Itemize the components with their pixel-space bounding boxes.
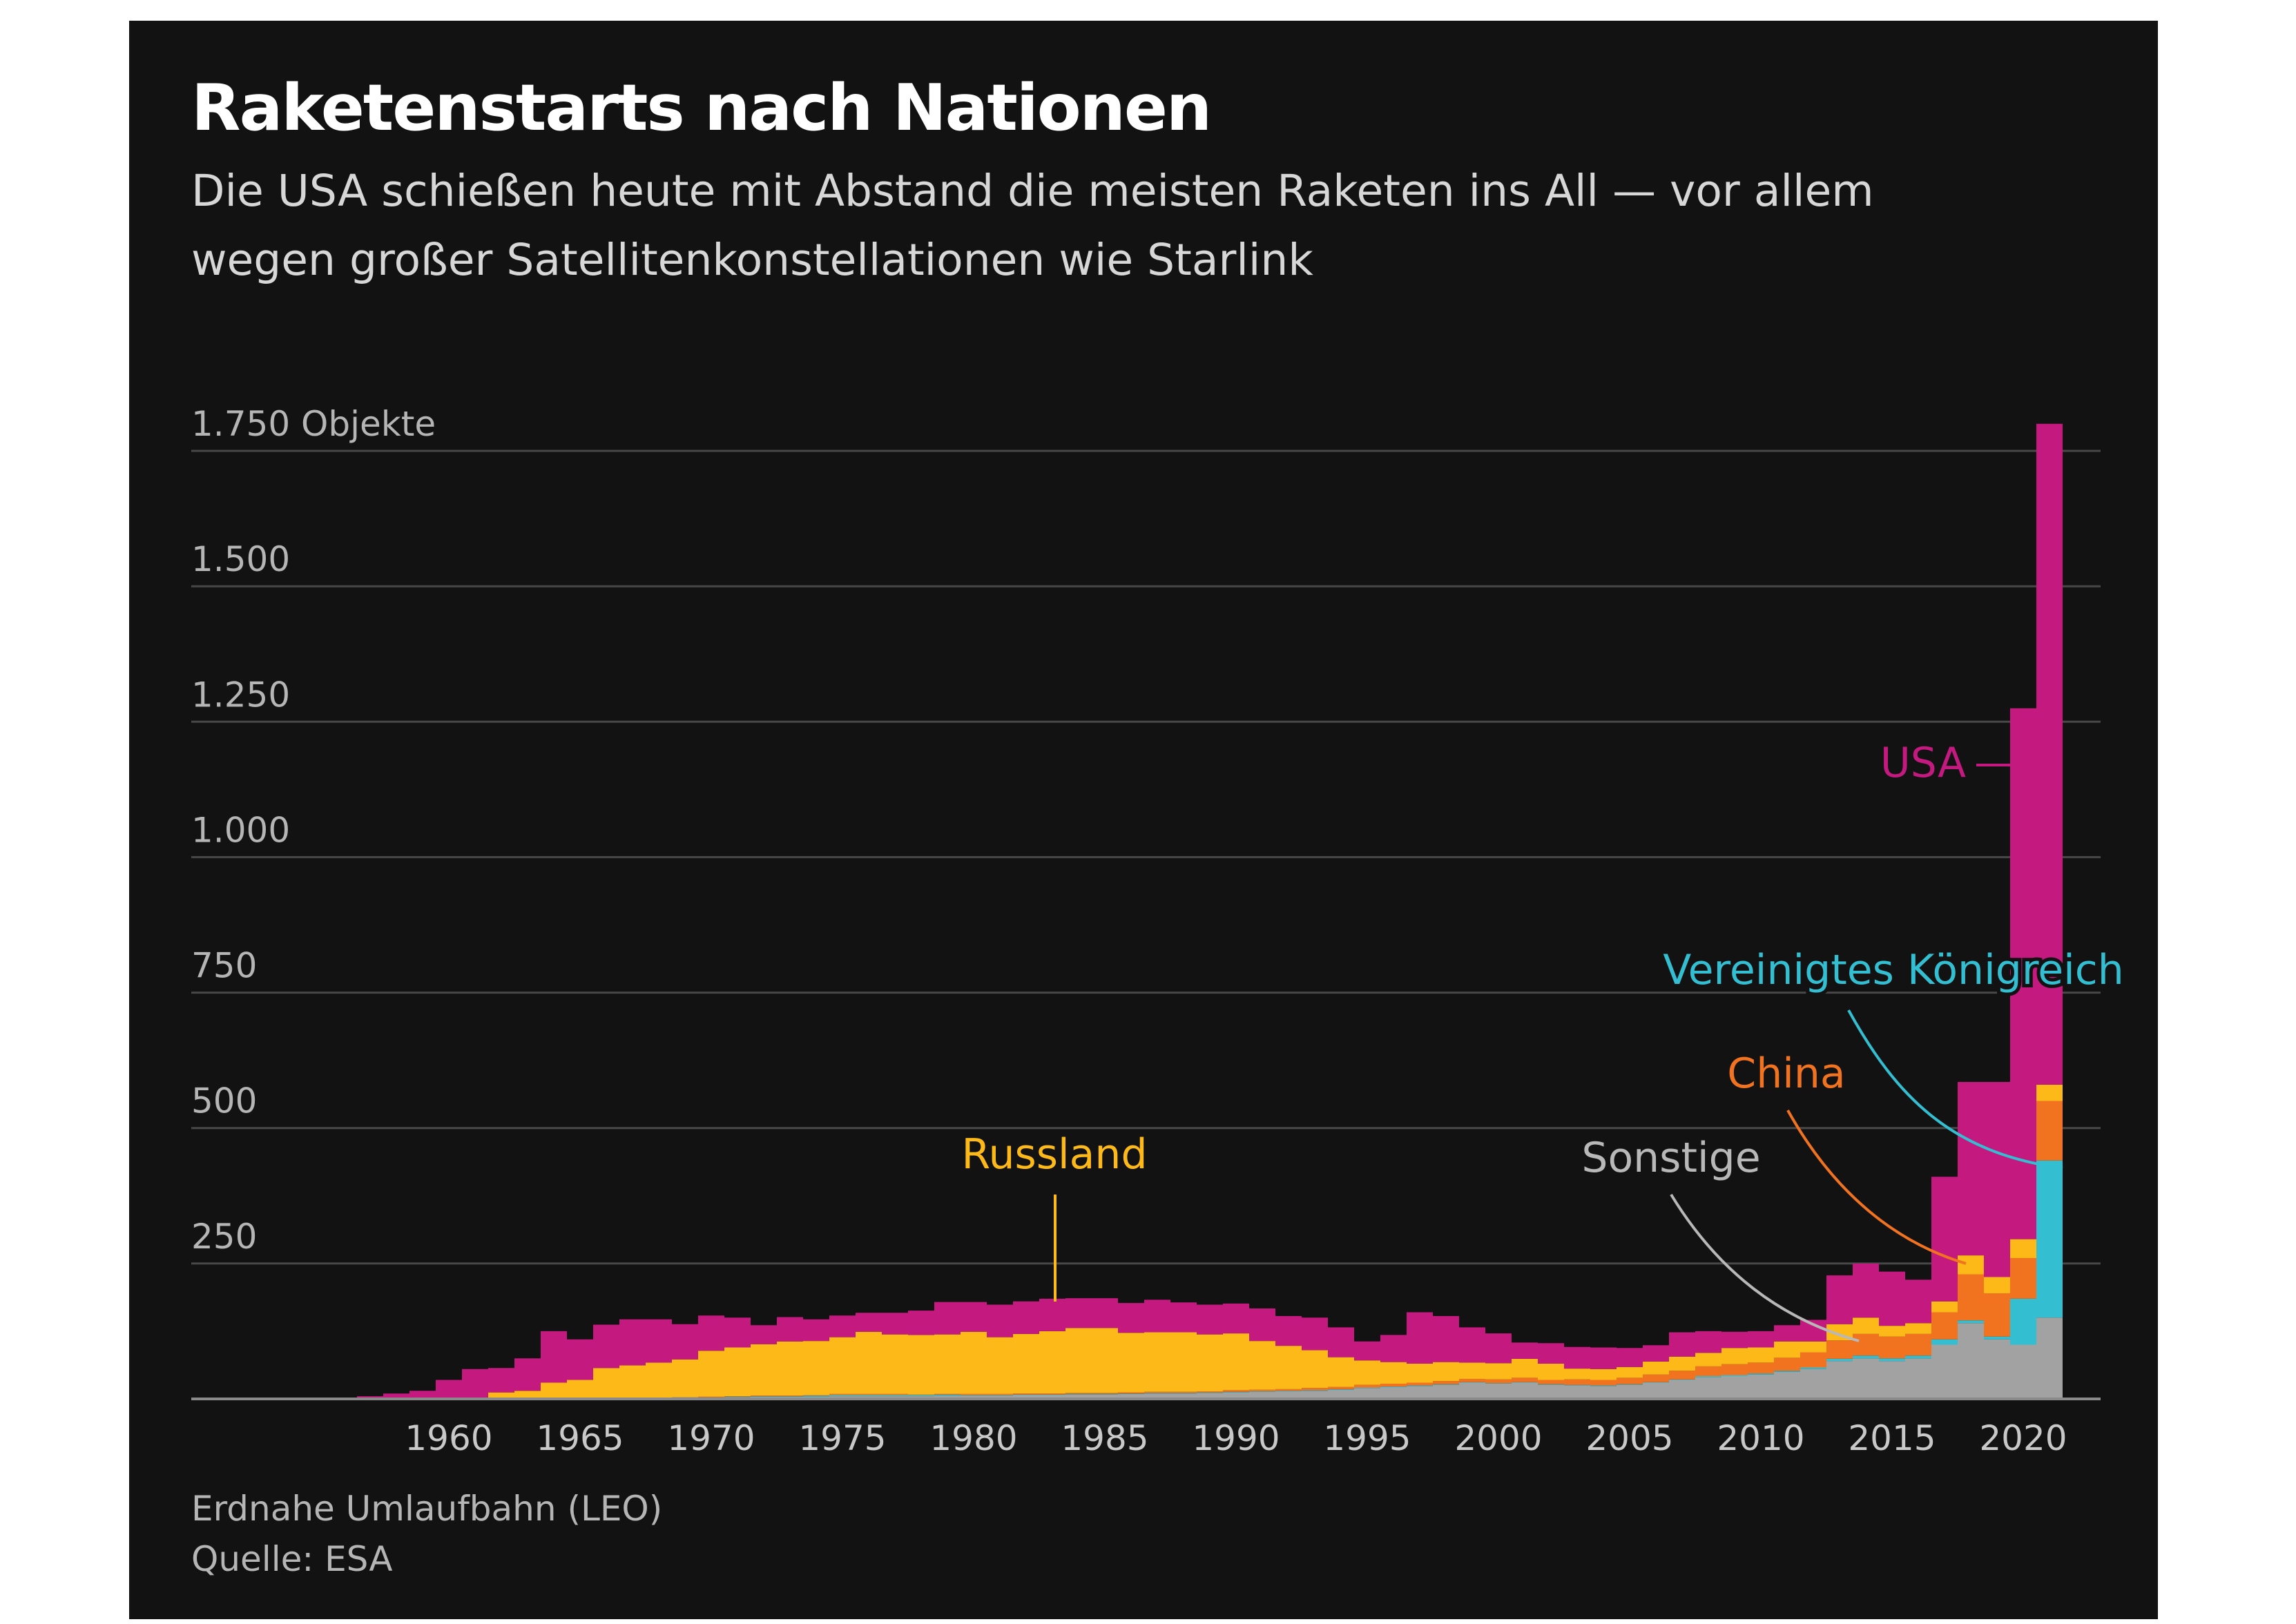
- annotation-label-russland: Russland: [961, 1130, 1147, 1179]
- stacked-area-chart: Raketenstarts nach Nationen Die USA schi…: [191, 70, 2128, 1579]
- series-area-usa: [357, 423, 2063, 1399]
- x-tick-label: 1980: [929, 1418, 1017, 1458]
- series-areas: [357, 423, 2063, 1399]
- x-tick-label: 2000: [1454, 1418, 1542, 1458]
- chart-subtitle-line-1: Die USA schießen heute mit Abstand die m…: [191, 166, 1874, 216]
- annotation-label-usa: USA: [1880, 739, 1966, 787]
- y-tick-label: 1.000: [191, 810, 290, 850]
- x-tick-label: 1970: [667, 1418, 755, 1458]
- y-tick-label: 1.500: [191, 539, 290, 579]
- footnote: Erdnahe Umlaufbahn (LEO): [191, 1489, 662, 1529]
- gridlines: [191, 450, 2101, 1265]
- annotation-leader-uk: [1847, 1009, 2063, 1170]
- y-axis-ticks: 250 500 750 1.000 1.250 1.500 1.750 Objekte: [191, 404, 436, 1257]
- y-tick-label: 500: [191, 1081, 257, 1121]
- y-tick-label: 1.250: [191, 675, 290, 715]
- source-note: Quelle: ESA: [191, 1539, 393, 1579]
- y-tick-label: 1.750 Objekte: [191, 404, 436, 444]
- annotation-label-uk: Vereinigtes Königreich: [1663, 946, 2124, 994]
- x-tick-label: 1985: [1061, 1418, 1148, 1458]
- x-tick-label: 1960: [405, 1418, 492, 1458]
- annotation-label-sonstige: Sonstige: [1581, 1134, 1760, 1182]
- x-tick-label: 2020: [1979, 1418, 2067, 1458]
- chart-title: Raketenstarts nach Nationen: [191, 70, 1210, 145]
- annotation-label-china: China: [1727, 1050, 1845, 1098]
- x-tick-label: 1990: [1192, 1418, 1280, 1458]
- series-annotations: USA Vereinigtes Königreich China Sonstige Ru…: [961, 739, 2128, 1342]
- y-tick-label: 250: [191, 1217, 257, 1257]
- chart-panel: Raketenstarts nach Nationen Die USA schi…: [129, 21, 2158, 1619]
- annotation-leader-china: [1786, 1110, 1967, 1265]
- series-area-russland: [357, 1084, 2063, 1399]
- x-tick-label: 1995: [1323, 1418, 1411, 1458]
- x-tick-label: 2015: [1848, 1418, 1936, 1458]
- x-tick-label: 1975: [798, 1418, 886, 1458]
- x-tick-label: 2005: [1585, 1418, 1673, 1458]
- series-area-sonstige: [357, 1317, 2063, 1399]
- x-tick-label: 1965: [536, 1418, 624, 1458]
- x-tick-label: 2010: [1717, 1418, 1804, 1458]
- chart-subtitle-line-2: wegen großer Satellitenkonstellationen w…: [191, 235, 1313, 285]
- annotation-leader-sonstige: [1670, 1193, 1860, 1342]
- x-axis-ticks: 1960 1965 1970 1975 1980 1985 1990 1995 2000 2005…: [405, 1418, 2067, 1458]
- y-tick-label: 750: [191, 946, 257, 986]
